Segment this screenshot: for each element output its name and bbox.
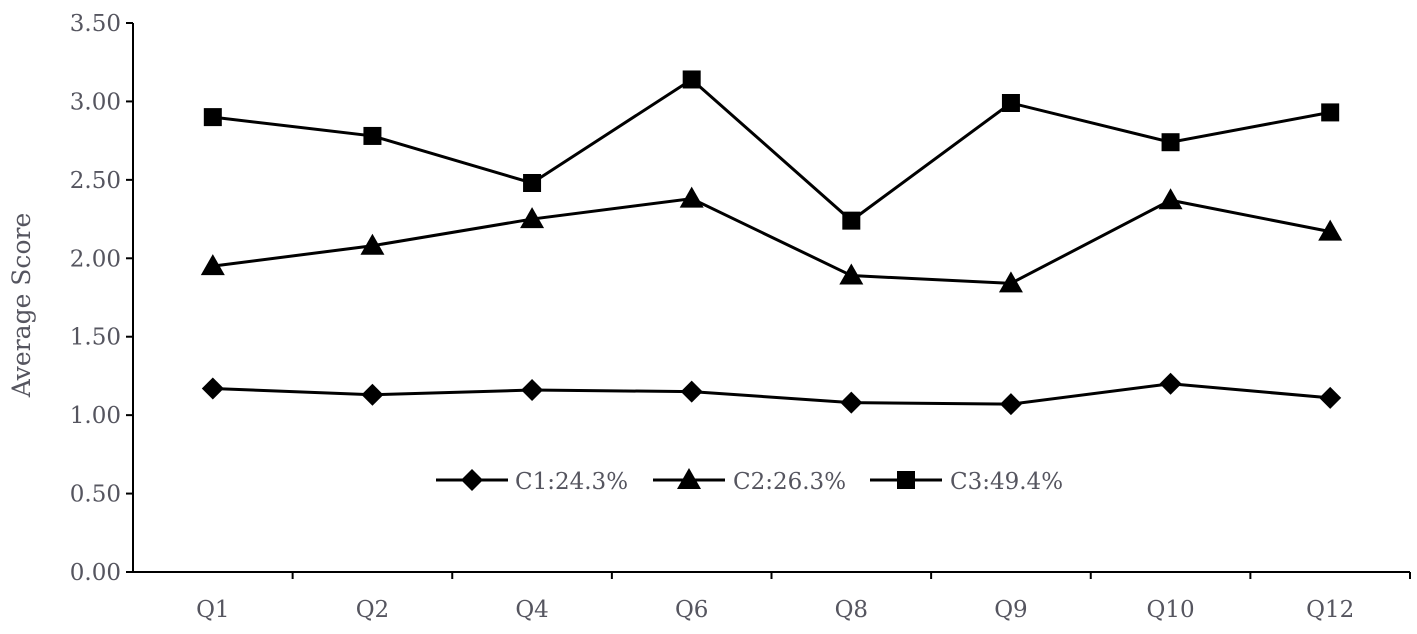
data-point-triangle <box>360 233 385 255</box>
series-line <box>212 382 1331 406</box>
data-point-square <box>203 108 222 127</box>
data-point-diamond <box>361 383 384 406</box>
data-point-diamond <box>1159 372 1182 395</box>
series-3 <box>203 70 1340 230</box>
x-axis-ticks: Q1 Q2 Q4 Q6 Q8 Q9 Q10 Q12 <box>196 572 1411 623</box>
data-point-square <box>682 70 701 89</box>
x-tick-label: Q4 <box>515 597 549 623</box>
y-tick-label: 3.00 <box>70 89 121 115</box>
data-point-triangle <box>200 254 225 276</box>
data-point-square <box>523 173 542 192</box>
data-point-diamond <box>201 377 224 400</box>
data-point-triangle <box>520 207 545 229</box>
x-tick-label: Q6 <box>675 597 709 623</box>
data-point-diamond <box>680 380 703 403</box>
series-2 <box>200 186 1343 293</box>
y-tick-label: 2.00 <box>70 246 121 272</box>
y-axis-ticks: 0.00 0.50 1.00 1.50 2.00 2.50 3.00 3.50 <box>70 11 133 586</box>
data-point-triangle <box>839 263 864 285</box>
series-1 <box>201 372 1342 416</box>
x-tick-label: Q1 <box>196 597 230 623</box>
data-point-square <box>1001 93 1020 112</box>
legend-label: C2:26.3% <box>733 469 846 495</box>
data-point-diamond <box>999 393 1022 416</box>
data-point-diamond <box>521 379 544 402</box>
legend-item: C1:24.3% <box>436 469 628 495</box>
x-tick-label: Q8 <box>835 597 869 623</box>
data-point-triangle <box>998 271 1023 293</box>
x-tick-label: Q12 <box>1306 597 1354 623</box>
data-point-square <box>1321 103 1340 122</box>
legend: C1:24.3% C2:26.3% C3:49.4% <box>436 468 1063 495</box>
x-tick-label: Q2 <box>356 597 390 623</box>
y-tick-label: 0.00 <box>70 560 121 586</box>
y-tick-label: 1.00 <box>70 403 121 429</box>
legend-marker-square <box>897 471 915 489</box>
data-point-triangle <box>1318 219 1343 241</box>
data-point-square <box>842 211 861 230</box>
legend-item: C2:26.3% <box>653 468 846 495</box>
y-tick-label: 2.50 <box>70 168 121 194</box>
legend-marker-diamond <box>461 469 483 491</box>
legend-marker-triangle <box>677 468 701 489</box>
legend-item: C3:49.4% <box>870 469 1063 495</box>
data-point-square <box>363 126 382 145</box>
y-tick-label: 3.50 <box>70 11 121 37</box>
legend-label: C3:49.4% <box>950 469 1063 495</box>
data-point-triangle <box>679 186 704 208</box>
data-point-square <box>1161 133 1180 152</box>
series-line <box>212 77 1331 223</box>
y-tick-label: 1.50 <box>70 325 121 351</box>
data-point-diamond <box>840 391 863 414</box>
y-tick-label: 0.50 <box>70 482 121 508</box>
data-point-triangle <box>1158 188 1183 210</box>
data-point-diamond <box>1319 386 1342 409</box>
series-line <box>212 197 1331 285</box>
y-axis-title: Average Score <box>7 213 36 399</box>
series-layer <box>200 70 1343 416</box>
x-tick-label: Q10 <box>1147 597 1195 623</box>
x-tick-label: Q9 <box>994 597 1028 623</box>
legend-label: C1:24.3% <box>515 469 628 495</box>
